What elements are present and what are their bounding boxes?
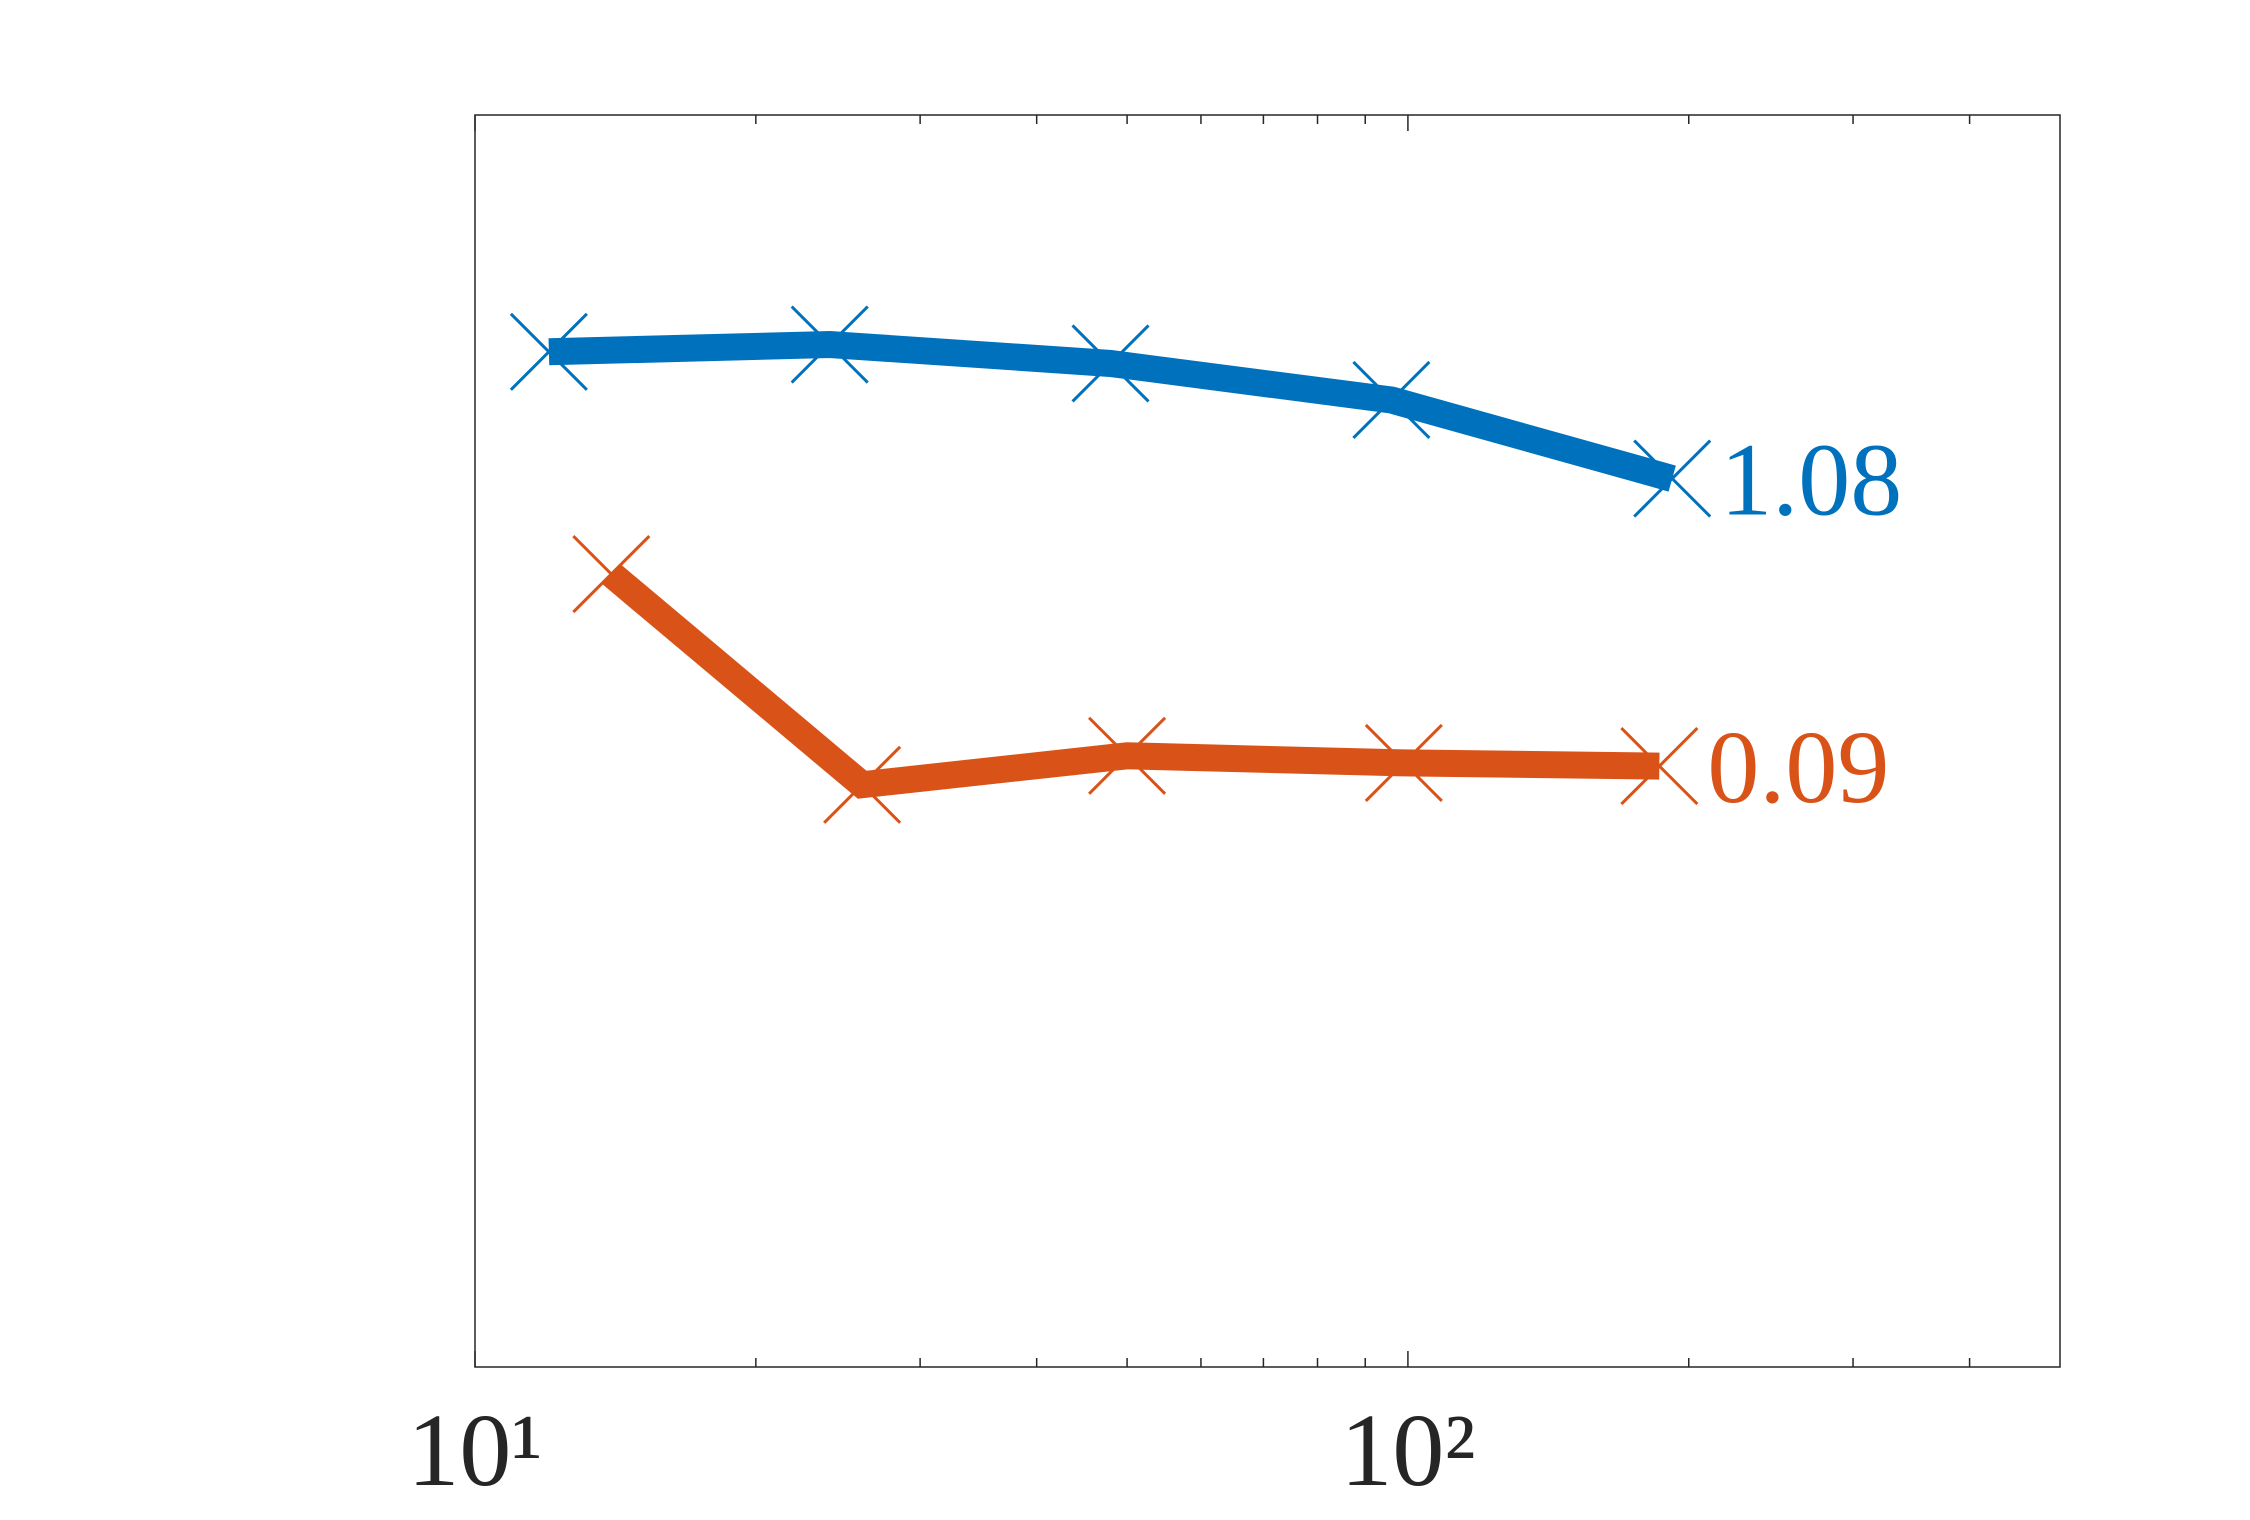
marker [1071,324,1150,403]
marker [1352,360,1431,440]
marker [1088,716,1167,795]
end-label: 0.09 [1707,710,1889,825]
x-tick-label: 10² [1340,1393,1475,1508]
marker [1620,727,1699,806]
marker [1364,723,1443,802]
marker [1633,439,1712,518]
marker [790,305,869,384]
end-label: 1.08 [1720,423,1902,538]
marker [509,312,588,391]
x-tick-label: 10¹ [407,1393,542,1508]
marker [572,535,651,614]
marker [823,745,902,824]
plot-box [474,114,2061,1368]
